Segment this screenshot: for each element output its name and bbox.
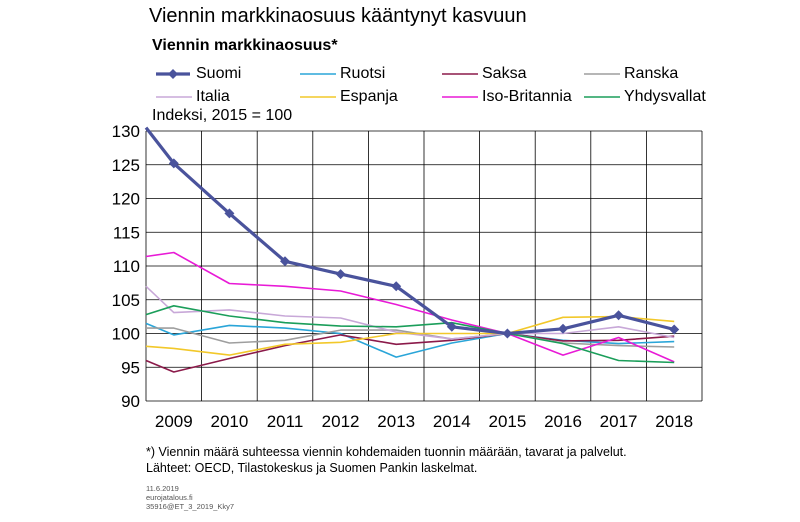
data-point-suomi <box>168 158 179 169</box>
series-line-espanja <box>145 315 675 356</box>
y-tick-label: 100 <box>112 325 140 344</box>
legend-item-italia: Italia <box>152 86 312 108</box>
legend-label: Suomi <box>196 65 242 82</box>
footnote-sources: Lähteet: OECD, Tilastokeskus ja Suomen P… <box>146 461 478 475</box>
data-point-suomi <box>669 324 680 335</box>
y-tick-label: 110 <box>113 257 140 276</box>
legend-item-yhdysvallat: Yhdysvallat <box>580 86 740 108</box>
axes: 90 95 100 105 110 115 120 125 130 2009 2010 2011 201… <box>112 122 693 431</box>
series-line-iso-britannia <box>145 251 675 363</box>
legend-swatch <box>584 73 620 75</box>
legend-swatch <box>300 96 336 98</box>
legend-swatch <box>156 96 192 98</box>
x-tick-label: 2013 <box>377 412 415 431</box>
legend-label: Italia <box>196 88 230 105</box>
legend-label: Espanja <box>340 88 398 105</box>
x-tick-label: 2014 <box>433 412 471 431</box>
legend-label: Iso-Britannia <box>482 88 572 105</box>
legend-item-iso-britannia: Iso-Britannia <box>438 86 598 108</box>
legend-label: Ruotsi <box>340 65 386 82</box>
x-tick-label: 2015 <box>488 412 526 431</box>
y-tick-label: 115 <box>113 223 140 242</box>
data-point-suomi <box>391 281 402 292</box>
series-line-yhdysvallat <box>145 304 675 364</box>
y-tick-label: 95 <box>121 358 140 377</box>
legend-swatch <box>156 69 190 79</box>
data-point-suomi <box>558 323 568 334</box>
series-line-italia <box>145 285 675 340</box>
series-line-suomi <box>144 126 675 336</box>
x-tick-label: 2016 <box>544 412 582 431</box>
source-meta: 11.6.2019 eurojatalous.fi 35916@ET_3_201… <box>146 484 234 511</box>
x-tick-label: 2011 <box>267 412 304 431</box>
site-name: eurojatalous.fi <box>146 493 193 502</box>
publish-date: 11.6.2019 <box>146 484 179 493</box>
legend-swatch <box>442 73 478 75</box>
x-tick-label: 2012 <box>322 412 360 431</box>
data-point-suomi <box>446 321 457 332</box>
data-point-suomi <box>224 208 235 219</box>
x-tick-label: 2010 <box>210 412 248 431</box>
x-tick-label: 2017 <box>600 412 638 431</box>
y-tick-label: 90 <box>121 392 140 411</box>
legend-item-saksa: Saksa <box>438 63 598 85</box>
footnote: *) Viennin määrä suhteessa viennin kohde… <box>146 444 627 476</box>
legend-swatch <box>584 96 620 98</box>
x-tick-label: 2018 <box>655 412 693 431</box>
legend-swatch <box>442 96 478 98</box>
line-chart: 90 95 100 105 110 115 120 125 130 2009 2010 2011 201… <box>112 122 703 431</box>
legend-swatch-marker <box>168 69 178 79</box>
chart-title: Viennin markkinaosuus* <box>152 37 338 54</box>
data-point-suomi <box>335 269 346 280</box>
series-line-saksa <box>145 332 675 373</box>
series-lines <box>144 126 680 373</box>
legend-item-ruotsi: Ruotsi <box>296 63 456 85</box>
legend-item-ranska: Ranska <box>580 63 740 85</box>
y-tick-label: 130 <box>112 122 140 141</box>
data-point-suomi <box>280 256 290 267</box>
footnote-definition: *) Viennin määrä suhteessa viennin kohde… <box>146 445 627 459</box>
data-point-suomi <box>613 310 624 321</box>
y-tick-label: 120 <box>112 190 140 209</box>
legend-swatch <box>300 73 336 75</box>
page-title: Viennin markkinaosuus kääntynyt kasvuun <box>149 5 527 27</box>
chart-code: 35916@ET_3_2019_Kky7 <box>146 502 235 511</box>
y-tick-label: 125 <box>112 156 140 175</box>
series-line-ranska <box>146 327 675 348</box>
y-axis-label: Indeksi, 2015 = 100 <box>152 107 293 124</box>
legend-item-espanja: Espanja <box>296 86 456 108</box>
x-tick-label: 2009 <box>155 412 193 431</box>
data-point-suomi <box>502 328 513 339</box>
legend-label: Saksa <box>482 65 527 82</box>
legend-item-suomi: Suomi <box>152 63 312 85</box>
legend-label: Yhdysvallat <box>624 88 706 105</box>
y-tick-label: 105 <box>112 291 140 310</box>
legend-label: Ranska <box>624 65 679 82</box>
